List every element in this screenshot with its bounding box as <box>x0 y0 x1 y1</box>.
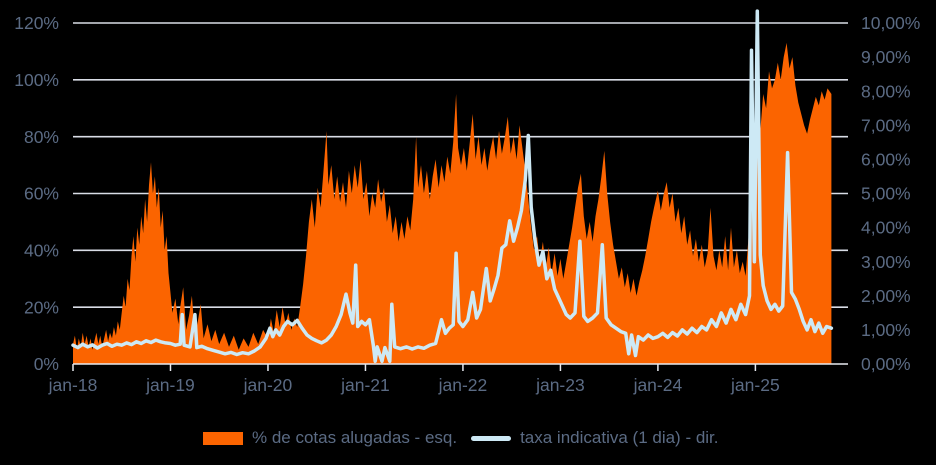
y-right-tick-label: 1,00% <box>861 320 911 340</box>
x-axis <box>72 363 848 371</box>
y-left-tick-label: 80% <box>24 127 59 147</box>
y-left-tick-label: 60% <box>24 184 59 204</box>
y-right-tick-label: 0,00% <box>861 354 911 374</box>
legend-line-label: taxa indicativa (1 dia) - dir. <box>520 428 719 447</box>
x-tick-label: jan-25 <box>730 375 780 395</box>
y-right-tick-label: 10,00% <box>861 13 920 33</box>
y-right-tick-label: 6,00% <box>861 150 911 170</box>
chart-legend: % de cotas alugadas - esq. taxa indicati… <box>203 428 719 448</box>
y-left-tick-label: 100% <box>14 70 59 90</box>
x-tick-label: jan-24 <box>633 375 683 395</box>
y-left-tick-label: 20% <box>24 297 59 317</box>
area-series-swatch <box>203 431 243 445</box>
line-series-swatch <box>471 435 512 441</box>
y-right-tick-label: 8,00% <box>861 81 911 101</box>
x-tick-label: jan-21 <box>340 375 390 395</box>
y-right-tick-label: 5,00% <box>861 184 911 204</box>
y-left-tick-label: 0% <box>34 354 59 374</box>
y-left-tick-label: 120% <box>14 13 59 33</box>
x-axis-labels: jan-18 jan-19 jan-20 jan-21 jan-22 jan-23 jan-… <box>48 375 780 395</box>
x-tick-label: jan-23 <box>535 375 585 395</box>
y-axis-right-labels: 0,00% 1,00% 2,00% 3,00% 4,00% 5,00% 6,00% 7,00%… <box>861 13 920 374</box>
y-right-tick-label: 7,00% <box>861 115 911 135</box>
y-axis-left-labels: 0% 20% 40% 60% 80% 100% 120% <box>14 13 59 374</box>
line-series-indicative-rate <box>71 9 834 364</box>
y-left-tick-label: 40% <box>24 240 59 260</box>
y-right-tick-label: 9,00% <box>861 47 911 67</box>
x-tick-label: jan-22 <box>438 375 488 395</box>
legend-item-line: taxa indicativa (1 dia) - dir. <box>471 428 719 448</box>
x-tick-label: jan-20 <box>243 375 293 395</box>
legend-area-label: % de cotas alugadas - esq. <box>252 428 458 447</box>
y-right-tick-label: 3,00% <box>861 252 911 272</box>
area-series-rented-quotas <box>73 42 832 365</box>
legend-item-area: % de cotas alugadas - esq. <box>203 428 457 448</box>
x-tick-label: jan-19 <box>145 375 195 395</box>
x-tick-label: jan-18 <box>48 375 98 395</box>
y-right-tick-label: 2,00% <box>861 286 911 306</box>
y-right-tick-label: 4,00% <box>861 218 911 238</box>
